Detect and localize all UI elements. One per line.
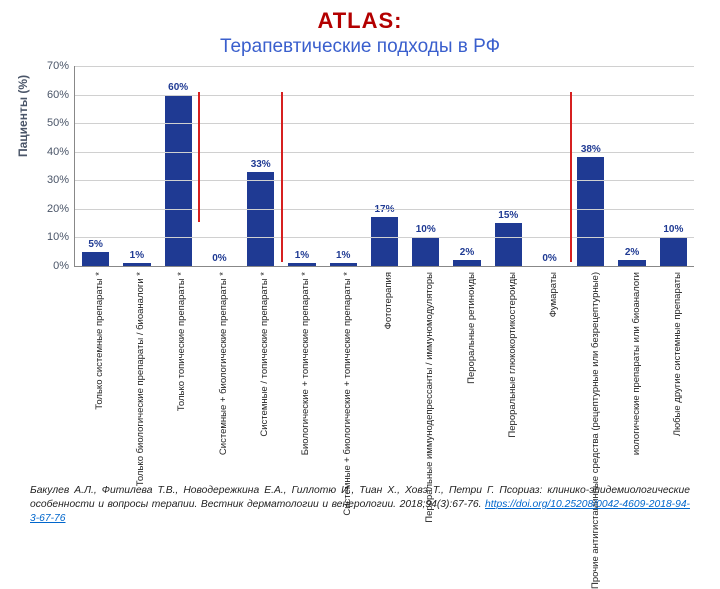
bar-column: 10% — [653, 66, 694, 266]
bar-column: 10% — [405, 66, 446, 266]
bar-column: 33% — [240, 66, 281, 266]
bar-column: 17% — [364, 66, 405, 266]
bar-value-label: 1% — [130, 250, 144, 261]
bar-value-label: 0% — [212, 253, 226, 264]
bar-column: 1% — [323, 66, 364, 266]
bar-value-label: 10% — [416, 224, 436, 235]
title-main: ATLAS: — [0, 8, 720, 34]
x-category-label: Пероральные ретиноиды — [467, 272, 478, 384]
bar — [330, 263, 357, 266]
bar — [82, 252, 109, 266]
x-category-label: Системные + биологические препараты * — [219, 272, 230, 455]
gridline — [75, 95, 694, 96]
bar-value-label: 2% — [625, 247, 639, 258]
gridline — [75, 180, 694, 181]
x-category-label: Прочие антигистаминные средства (рецепту… — [591, 272, 602, 589]
y-tick-label: 40% — [47, 146, 69, 158]
bar-column: 0% — [529, 66, 570, 266]
x-category-label: Пероральные глюкокортикостероиды — [508, 272, 519, 438]
bar-value-label: 2% — [460, 247, 474, 258]
bar — [495, 223, 522, 266]
gridline — [75, 237, 694, 238]
bar — [371, 217, 398, 266]
bar — [247, 172, 274, 266]
group-divider — [570, 92, 572, 262]
bar — [412, 237, 439, 266]
y-axis-label: Пациенты (%) — [16, 75, 30, 157]
bar — [660, 237, 687, 266]
bar — [453, 260, 480, 266]
bar-column: 38% — [570, 66, 611, 266]
x-category-label: Только системные препараты * — [95, 272, 106, 410]
gridline — [75, 66, 694, 67]
x-category-label: Любые другие системные препараты — [673, 272, 684, 436]
bar-value-label: 15% — [498, 210, 518, 221]
bar-column: 1% — [281, 66, 322, 266]
x-category-label: иологические препараты или биоаналоги — [632, 272, 643, 455]
gridline — [75, 209, 694, 210]
bar — [288, 263, 315, 266]
bar-value-label: 38% — [581, 144, 601, 155]
x-category-label: Фумараты — [549, 272, 560, 317]
y-tick-label: 70% — [47, 60, 69, 72]
y-tick-label: 50% — [47, 117, 69, 129]
x-category-label: Только топические препараты * — [177, 272, 188, 411]
bar-column: 1% — [116, 66, 157, 266]
bar-value-label: 1% — [295, 250, 309, 261]
bar-column: 60% — [158, 66, 199, 266]
bar-value-label: 0% — [542, 253, 556, 264]
bar-value-label: 60% — [168, 82, 188, 93]
bar-chart: Пациенты (%) 5%1%60%0%33%1%1%17%10%2%15%… — [20, 62, 700, 432]
gridline — [75, 152, 694, 153]
bar-value-label: 5% — [88, 239, 102, 250]
citation: Бакулев А.Л., Фитилева Т.В., Новодережки… — [30, 484, 690, 526]
x-category-label: Биологические + топические препараты * — [301, 272, 312, 455]
bars-container: 5% 1% 60% 0% 33% 1% 1% 17% 10% 2% 15% 0% 38% 2% 10% — [75, 66, 694, 266]
x-category-label: Системные / топические препараты * — [260, 272, 271, 437]
bar-value-label: 1% — [336, 250, 350, 261]
bar-column: 0% — [199, 66, 240, 266]
group-divider — [198, 92, 200, 222]
group-divider — [281, 92, 283, 262]
y-tick-label: 20% — [47, 203, 69, 215]
bar-value-label: 17% — [374, 204, 394, 215]
bar-value-label: 33% — [251, 159, 271, 170]
bar-column: 2% — [611, 66, 652, 266]
bar-column: 5% — [75, 66, 116, 266]
bar — [577, 157, 604, 266]
bar-column: 15% — [488, 66, 529, 266]
y-tick-label: 30% — [47, 174, 69, 186]
x-category-label: Системные + биологические + топические п… — [343, 272, 354, 516]
bar — [123, 263, 150, 266]
x-category-label: Только биологические препараты / биоанал… — [136, 272, 147, 486]
gridline — [75, 123, 694, 124]
bar-column: 2% — [446, 66, 487, 266]
x-category-label: Фототерапия — [384, 272, 395, 329]
bar — [618, 260, 645, 266]
title-sub: Терапевтические подходы в РФ — [0, 36, 720, 58]
y-tick-label: 10% — [47, 231, 69, 243]
y-tick-label: 0% — [53, 260, 69, 272]
y-tick-label: 60% — [47, 89, 69, 101]
plot-area: 5% 1% 60% 0% 33% 1% 1% 17% 10% 2% 15% 0% 38% 2% 10% 0%… — [74, 66, 694, 267]
bar-value-label: 10% — [663, 224, 683, 235]
